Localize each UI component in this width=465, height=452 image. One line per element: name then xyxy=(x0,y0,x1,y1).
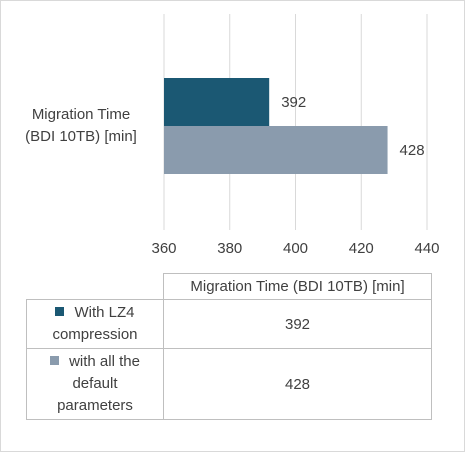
x-axis-ticks: 360 380 400 420 440 xyxy=(151,240,439,257)
x-tick-label: 360 xyxy=(151,240,176,257)
x-tick-label: 380 xyxy=(217,240,242,257)
category-label: Migration Time (BDI 10TB) [min] xyxy=(25,106,137,145)
category-label-line: Migration Time xyxy=(32,106,130,123)
category-label-line: (BDI 10TB) [min] xyxy=(25,128,137,145)
data-table-value: 392 xyxy=(163,299,432,349)
data-table-row: With LZ4 compression 392 xyxy=(26,299,432,349)
data-table: Migration Time (BDI 10TB) [min] With LZ4… xyxy=(26,273,432,420)
legend-label: default xyxy=(72,375,118,392)
legend-entry-with-lz4: With LZ4 compression xyxy=(26,299,164,349)
legend-swatch xyxy=(50,356,60,365)
bar-default-params xyxy=(164,126,388,174)
gridlines xyxy=(163,14,428,230)
legend-label: With LZ4 xyxy=(74,304,135,321)
data-label: 428 xyxy=(400,142,425,159)
legend-label: compression xyxy=(52,326,138,343)
data-label: 392 xyxy=(281,94,306,111)
data-table-value: 428 xyxy=(163,348,432,420)
bars xyxy=(164,78,388,174)
data-table-corner xyxy=(26,273,164,300)
bar-chart: 392 428 360 380 400 420 440 Migration Time (BD… xyxy=(25,14,440,257)
data-table-row: with all the default parameters 428 xyxy=(26,348,432,420)
legend-label: with all the xyxy=(69,353,140,370)
x-tick-label: 440 xyxy=(414,240,439,257)
data-table-header: Migration Time (BDI 10TB) [min] xyxy=(163,273,432,300)
data-labels: 392 428 xyxy=(281,94,424,159)
x-tick-label: 420 xyxy=(349,240,374,257)
legend-swatch xyxy=(55,307,65,316)
data-table-header-row: Migration Time (BDI 10TB) [min] xyxy=(26,273,432,300)
x-tick-label: 400 xyxy=(283,240,308,257)
legend-label: parameters xyxy=(57,397,133,414)
bar-with-lz4 xyxy=(164,78,270,126)
legend-entry-default: with all the default parameters xyxy=(26,348,164,420)
